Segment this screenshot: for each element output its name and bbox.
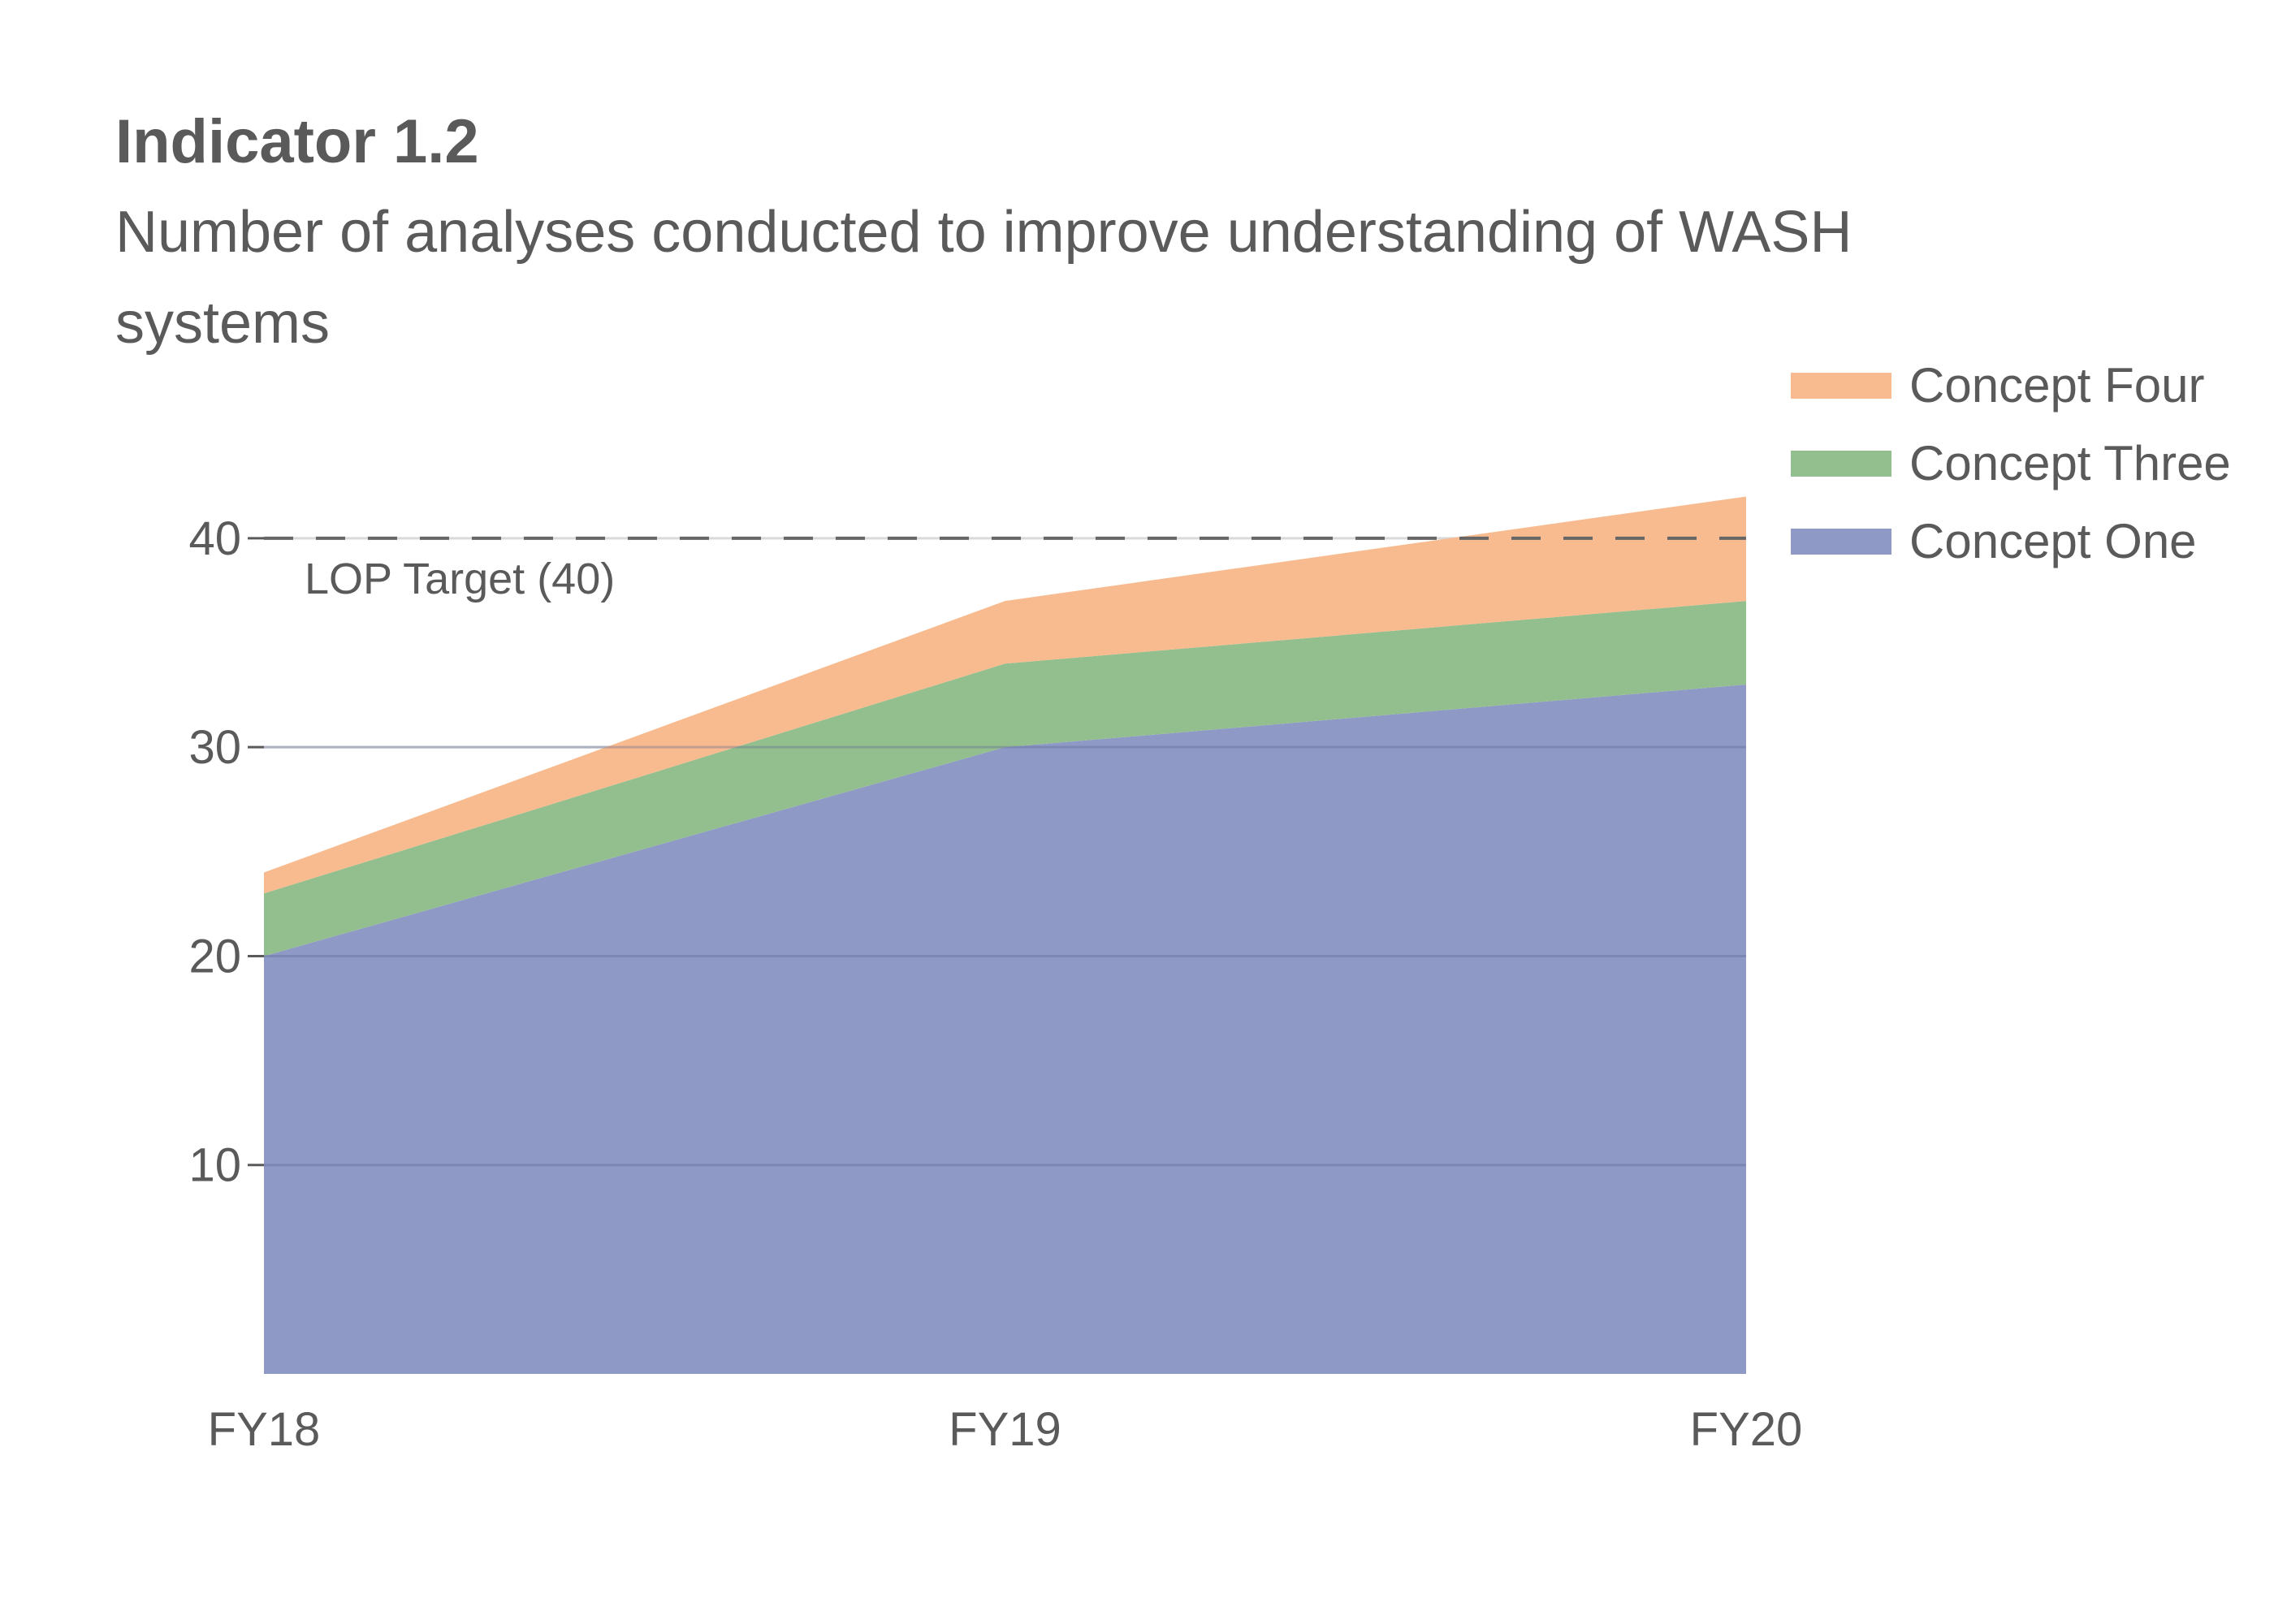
area-concept-one — [264, 685, 1746, 1374]
target-line-group: LOP Target (40) — [264, 536, 1746, 603]
area-concept-four — [264, 496, 1746, 894]
legend: Concept Four Concept Three Concept One — [1791, 358, 2231, 568]
y-tick-label-10: 10 — [188, 1139, 241, 1192]
legend-swatch-concept-three — [1791, 451, 1891, 477]
x-tick-label-fy20: FY20 — [1690, 1403, 1803, 1456]
axes: 10 20 30 40 FY18 FY19 FY20 — [188, 512, 1802, 1456]
legend-label-concept-three: Concept Three — [1909, 436, 2231, 490]
chart-title: Indicator 1.2 — [115, 107, 479, 176]
legend-label-concept-four: Concept Four — [1909, 358, 2205, 412]
area-series — [264, 496, 1746, 1374]
area-concept-three — [264, 601, 1746, 957]
legend-label-concept-one: Concept One — [1909, 514, 2197, 568]
x-tick-label-fy19: FY19 — [949, 1403, 1061, 1456]
target-label: LOP Target (40) — [305, 555, 615, 603]
y-tick-label-20: 20 — [188, 930, 241, 983]
chart-subtitle: Number of analyses conducted to improve … — [115, 200, 1852, 356]
legend-swatch-concept-one — [1791, 529, 1891, 555]
y-tick-label-40: 40 — [188, 512, 241, 565]
title-block: Indicator 1.2 Number of analyses conduct… — [115, 97, 1983, 369]
overlay-gridlines — [264, 745, 1746, 1167]
x-tick-label-fy18: FY18 — [208, 1403, 321, 1456]
y-tick-label-30: 30 — [188, 721, 241, 774]
legend-swatch-concept-four — [1791, 373, 1891, 399]
